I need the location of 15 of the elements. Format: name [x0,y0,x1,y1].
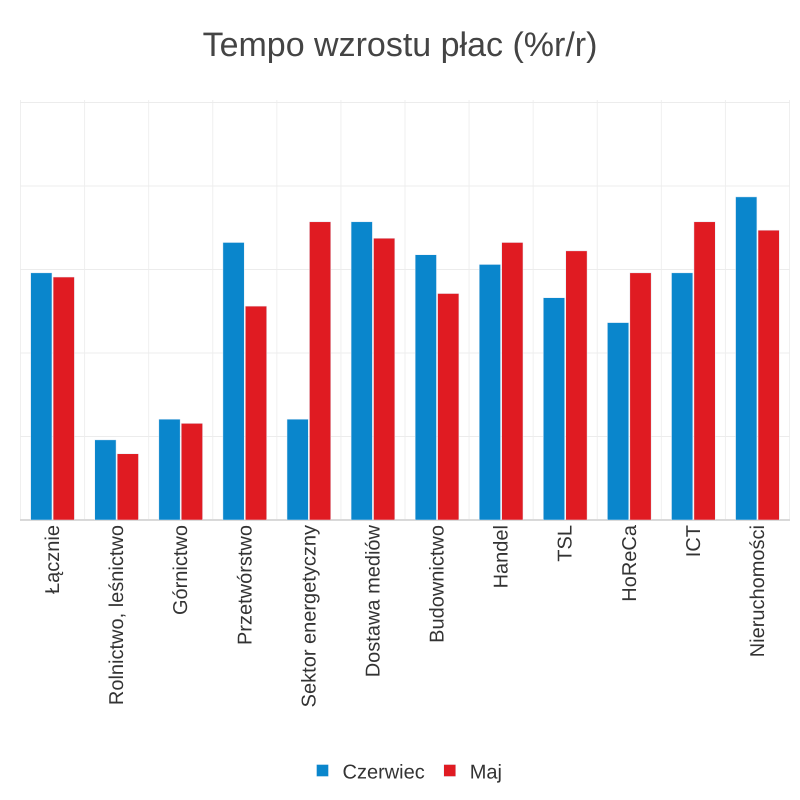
x-tick-label: Przetwórstwo [234,525,256,646]
x-tick-label: Łącznie [42,525,64,594]
x-tick-label: HoReCa [618,524,641,602]
x-tick-label: Nieruchomości [746,525,769,658]
legend-label: Maj [470,761,502,784]
x-tick-label: ICT [682,525,705,558]
x-tick-label: Handel [490,525,513,588]
x-tick-label: TSL [554,525,577,562]
legend-label: Czerwiec [342,761,425,784]
x-tick-label: Dostawa mediów [362,524,384,678]
x-tick-label: Sektor energetyczny [298,525,320,708]
x-tick-label: Górnictwo [170,525,192,616]
x-tick-label: Budownictwo [426,525,449,643]
x-tick-label: Rolnictwo, leśnictwo [106,525,128,706]
chart-title: Tempo wzrostu płac (%r/r) [202,26,598,64]
